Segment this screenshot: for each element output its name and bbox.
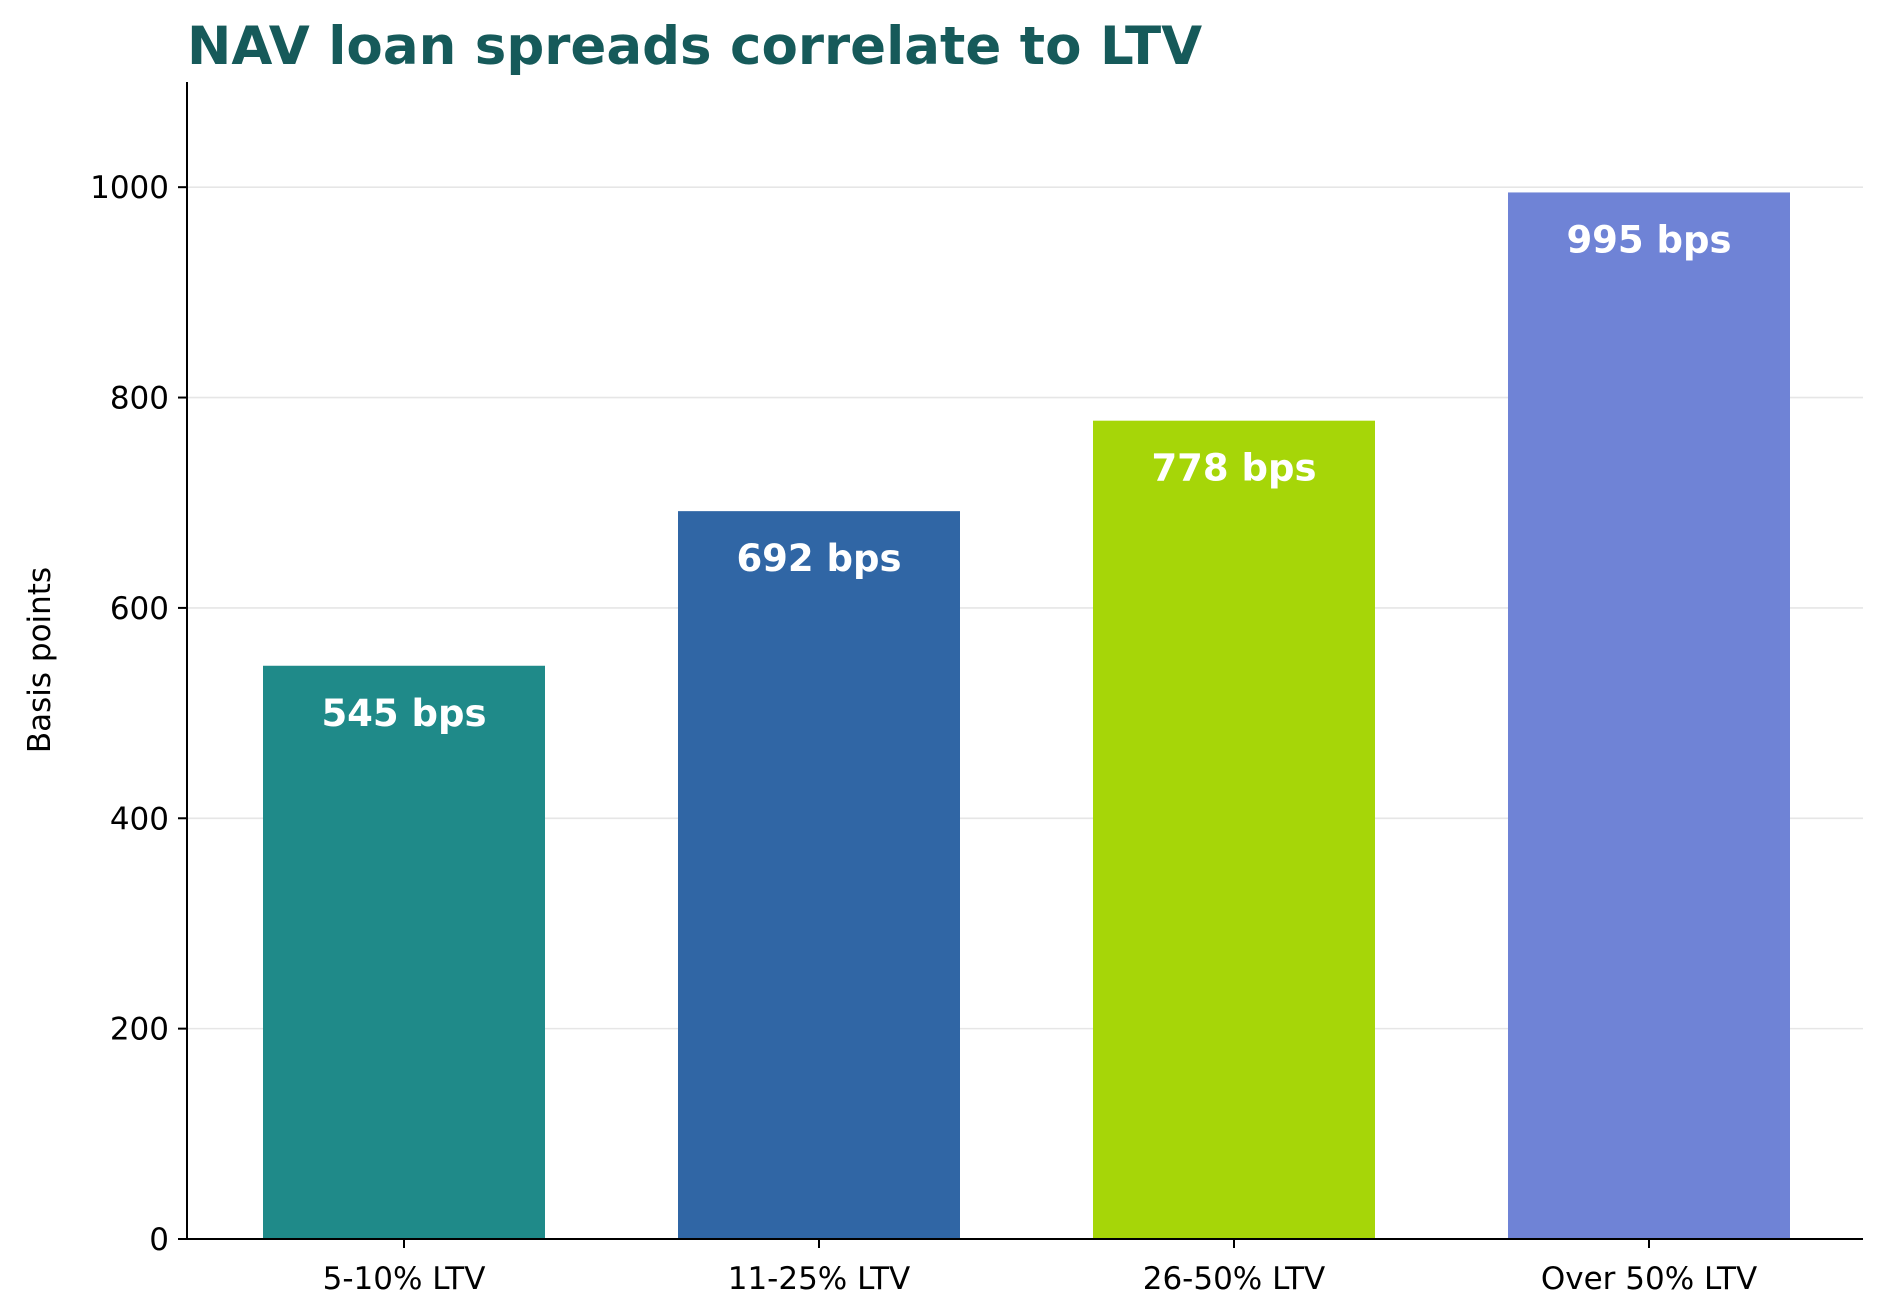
y-tick-label-0: 0	[149, 1222, 169, 1258]
bar-2	[678, 511, 960, 1239]
axes: 0 200 400 600 800 1000 5-10% LTV 11-25% LTV 26-5…	[90, 82, 1863, 1297]
y-tick-label-400: 400	[110, 801, 169, 837]
bar-value-label-3: 778 bps	[1151, 447, 1316, 490]
bar-3	[1093, 420, 1375, 1240]
bar-value-label-4: 995 bps	[1566, 218, 1731, 261]
bar-1	[263, 665, 545, 1239]
bar-value-label-2: 692 bps	[736, 537, 901, 580]
bar-value-label-1: 545 bps	[321, 692, 486, 735]
y-tick-label-800: 800	[110, 381, 169, 417]
x-tick-label-4: Over 50% LTV	[1541, 1261, 1757, 1297]
y-tick-label-1000: 1000	[90, 170, 169, 206]
bar-4	[1508, 192, 1790, 1239]
x-tick-label-1: 5-10% LTV	[323, 1261, 486, 1297]
x-tick-label-3: 26-50% LTV	[1143, 1261, 1326, 1297]
y-tick-label-600: 600	[110, 591, 169, 627]
x-tick-label-2: 11-25% LTV	[728, 1261, 911, 1297]
y-tick-label-200: 200	[110, 1012, 169, 1048]
bars: 545 bps 692 bps 778 bps 995 bps	[263, 192, 1790, 1240]
chart-title: NAV loan spreads correlate to LTV	[187, 16, 1202, 77]
y-axis-label: Basis points	[22, 567, 58, 753]
